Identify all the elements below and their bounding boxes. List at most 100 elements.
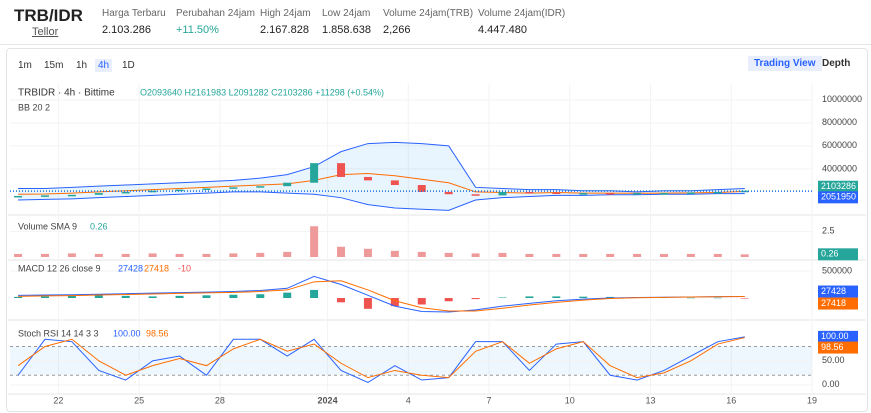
candle [606,193,615,195]
x-tick-label: 13 [646,395,656,405]
value-tag [818,248,858,261]
candle [148,190,157,193]
volume-bar [633,253,642,257]
candle [579,193,588,195]
value-tag-label: 2051950 [821,192,856,202]
value-tag-label: 100.00 [821,331,849,341]
x-tick-label: 28 [215,395,225,405]
volume-bar [229,253,238,257]
value-tag [818,341,858,354]
volume-bar [121,253,130,257]
stoch-label: Stoch RSI 14 14 3 3 [18,328,99,338]
macd-hist [606,296,615,299]
view-tab[interactable]: Trading View [748,56,822,71]
candle [94,193,103,195]
y-tick-label: 6000000 [822,140,857,150]
y-tick-label: 500000 [822,265,852,275]
candle [337,163,346,177]
volume-bar [740,254,749,257]
macd-value: 27428 [118,263,143,273]
macd-hist [283,292,292,299]
y-tick-label: 8000000 [822,117,857,127]
candle [256,186,265,188]
value-tag [818,180,858,193]
volume-bar [363,248,372,257]
macd-hist [713,297,722,299]
candle [633,193,642,195]
candle [202,188,211,190]
volume-bar [14,253,23,257]
bb-fill [18,142,745,211]
macd-label: MACD 12 26 close 9 [18,263,101,273]
macd-hist [175,295,184,299]
volume-value: 0.26 [90,221,108,231]
candle [686,192,695,195]
interval[interactable]: 15m [44,60,64,71]
volume-bar [471,253,480,257]
stat-label: Perubahan 24jam [176,8,255,19]
value-tag [818,285,858,298]
volume-bar [686,253,695,257]
macd-hist [67,295,76,299]
series-line [18,141,745,193]
series-line [17,337,745,379]
pair: TRB/IDR [14,6,83,25]
candle [175,189,184,192]
volume-bar [498,252,507,257]
volume-bar [659,253,668,257]
volume-bar [148,253,157,257]
interval[interactable]: 1D [122,60,135,71]
macd-hist [229,294,238,299]
stoch-value: 100.00 [113,328,141,338]
coin-link[interactable]: Tellor [32,26,59,38]
interval[interactable]: 4h [95,59,113,72]
value-tag-label: 0.26 [821,249,839,259]
x-tick-label: 25 [134,395,144,405]
candle [121,191,130,194]
volume-label: Volume SMA 9 [18,221,77,231]
candle [40,195,49,197]
series-line [18,280,745,312]
macd-hist [740,298,749,299]
value-tag [818,191,858,204]
volume-bar [175,253,184,257]
macd-hist [363,298,372,309]
legend: TRBIDR · 4h · Bittime [18,88,115,99]
macd-hist [417,298,426,305]
y-tick-label: 50.00 [822,355,845,365]
value-tag [818,330,858,343]
x-tick-label: 7 [487,395,492,405]
macd-hist [525,296,534,299]
macd-hist [202,295,211,299]
macd-hist [686,297,695,299]
macd-hist [498,297,507,299]
candle [471,194,480,196]
macd-hist [310,289,319,299]
interval[interactable]: 1m [18,60,32,71]
x-tick-label: 22 [53,395,63,405]
candle [67,194,76,197]
view-tab[interactable]: Depth [822,58,851,69]
candle [552,192,561,195]
stat-value: +11.50% [176,24,219,36]
volume-bar [94,253,103,257]
candle [740,190,749,193]
stat-label: Volume 24jam(TRB) [383,8,474,19]
macd-hist [94,295,103,299]
macd-hist [148,296,157,299]
volume-bar [713,253,722,257]
stat-value: 2,266 [383,24,411,36]
y-tick-label: 0.00 [822,379,840,389]
candle [229,187,238,189]
stat-value: 2.167.828 [260,24,309,36]
stat-label: Low 24jam [322,8,371,19]
stat-label: Volume 24jam(IDR) [478,8,566,19]
interval[interactable]: 1h [76,60,88,71]
candle [283,182,292,187]
candle [14,195,23,198]
candle [525,191,534,194]
candle [498,191,507,196]
candle [659,193,668,195]
candle [390,180,399,186]
macd-hist [471,298,480,300]
